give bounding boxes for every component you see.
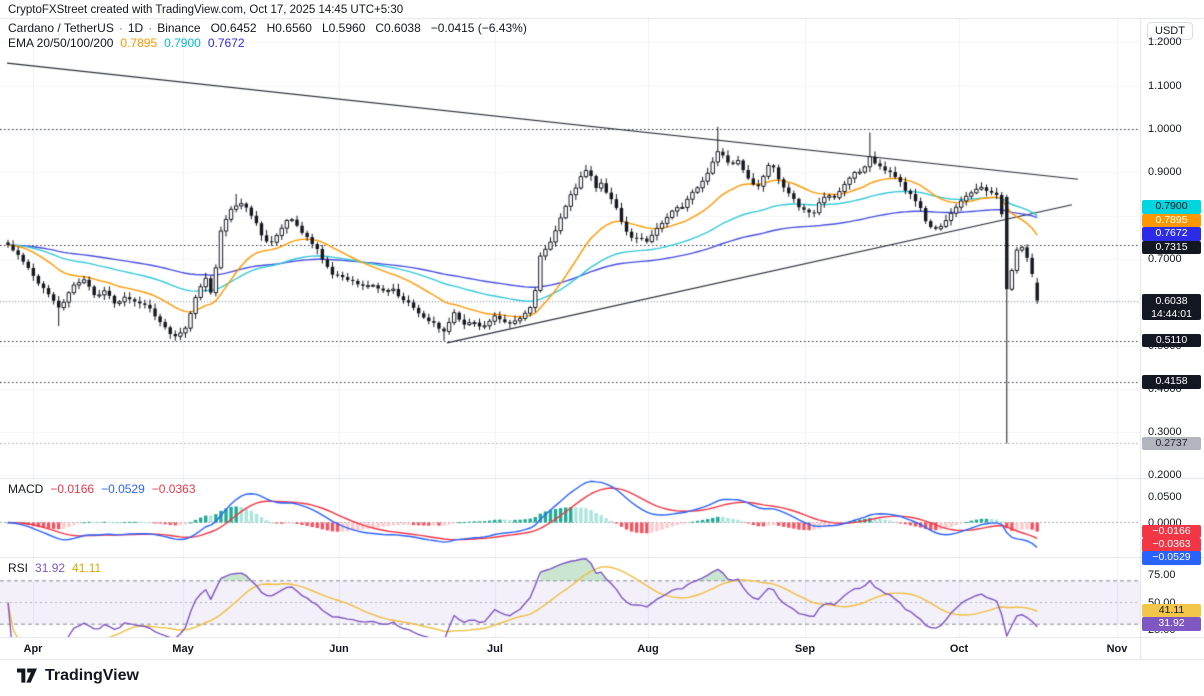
price-axis-badge: 0.5110 [1142, 333, 1201, 348]
axis-tick-label: 0.2000 [1148, 469, 1182, 482]
price-axis-badge: 0.7315 [1142, 240, 1201, 255]
symbol-title[interactable]: Cardano / TetherUS [8, 21, 114, 35]
time-axis-label: Sep [794, 643, 816, 655]
axis-tick-label: 0.3000 [1148, 426, 1182, 439]
tradingview-logo-text: TradingView [45, 667, 139, 684]
rsi-legend: RSI 31.92 41.11 [8, 561, 101, 575]
axis-tick-label: 1.1000 [1148, 79, 1182, 92]
attribution-bar: CryptoFXStreet created with TradingView.… [8, 4, 404, 16]
currency-usdt-button[interactable]: USDT [1147, 22, 1193, 40]
countdown-timer: 14:44:01 [1151, 308, 1192, 321]
ohlc-close: C0.6038 [375, 21, 421, 35]
axis-tick-label: 0.7000 [1148, 252, 1182, 265]
macd-signal-value: −0.0363 [151, 482, 196, 496]
ohlc-high: H0.6560 [266, 21, 312, 35]
separator-dot: · [118, 21, 123, 35]
ema50-value: 0.7900 [164, 36, 201, 50]
tradingview-logo[interactable]: TradingView [16, 666, 139, 686]
time-axis-label: Jun [329, 643, 349, 655]
macd-legend: MACD −0.0166 −0.0529 −0.0363 [8, 482, 196, 496]
exchange-label: Binance [157, 21, 201, 35]
time-axis-label: Apr [23, 643, 43, 655]
ema100-value: 0.7672 [207, 36, 245, 50]
price-axis-badge: 0.7672 [1142, 227, 1201, 241]
price-axis-badge: 0.7895 [1142, 213, 1201, 228]
time-axis-label: Jul [487, 643, 503, 655]
price-axis-badge: 0.7900 [1142, 200, 1201, 214]
macd-axis-badge: −0.0363 [1142, 538, 1201, 552]
axis-tick-label: 0.0500 [1148, 491, 1182, 503]
axis-tick-label: 1.2000 [1148, 36, 1182, 49]
rsi-value: 31.92 [35, 561, 66, 575]
ema-legend: EMA 20/50/100/200 0.7895 0.7900 0.7672 [8, 36, 245, 50]
price-axis-badge: 0.2737 [1142, 436, 1201, 451]
ohlc-open: O0.6452 [210, 21, 257, 35]
tradingview-logo-icon [16, 666, 38, 686]
time-axis-label: Oct [949, 643, 969, 655]
interval-label[interactable]: 1D [127, 21, 144, 35]
rsi-axis-badge: 31.92 [1142, 617, 1201, 631]
macd-hist-value: −0.0166 [50, 482, 95, 496]
axis-tick-label: 0.9000 [1148, 166, 1182, 179]
axis-tick-label: 75.00 [1148, 569, 1176, 582]
time-axis-label: Aug [637, 643, 659, 655]
rsi-legend-label: RSI [8, 561, 29, 575]
macd-axis-badge: −0.0529 [1142, 551, 1201, 565]
macd-legend-label: MACD [8, 482, 44, 496]
symbol-legend: Cardano / TetherUS · 1D · Binance O0.6452 H0.6… [8, 21, 527, 35]
macd-axis-badge: −0.0166 [1142, 524, 1201, 538]
ohlc-low: L0.5960 [321, 21, 366, 35]
macd-line-value: −0.0529 [101, 482, 145, 496]
time-axis-label: May [172, 643, 194, 655]
price-axis-badge: 0.6038 14:44:01 [1142, 294, 1201, 321]
rsi-ma-value: 41.11 [72, 561, 102, 575]
axis-tick-label: 1.0000 [1148, 123, 1182, 135]
separator-dot: · [148, 21, 153, 35]
ema20-value: 0.7895 [120, 36, 158, 50]
change-value: −0.0415 (−6.43%) [430, 21, 527, 35]
price-axis-badge: 0.4158 [1142, 375, 1201, 389]
rsi-axis-badge: 41.11 [1142, 603, 1201, 617]
time-axis-label: Nov [1106, 643, 1128, 655]
ema-legend-label: EMA 20/50/100/200 [8, 36, 114, 50]
